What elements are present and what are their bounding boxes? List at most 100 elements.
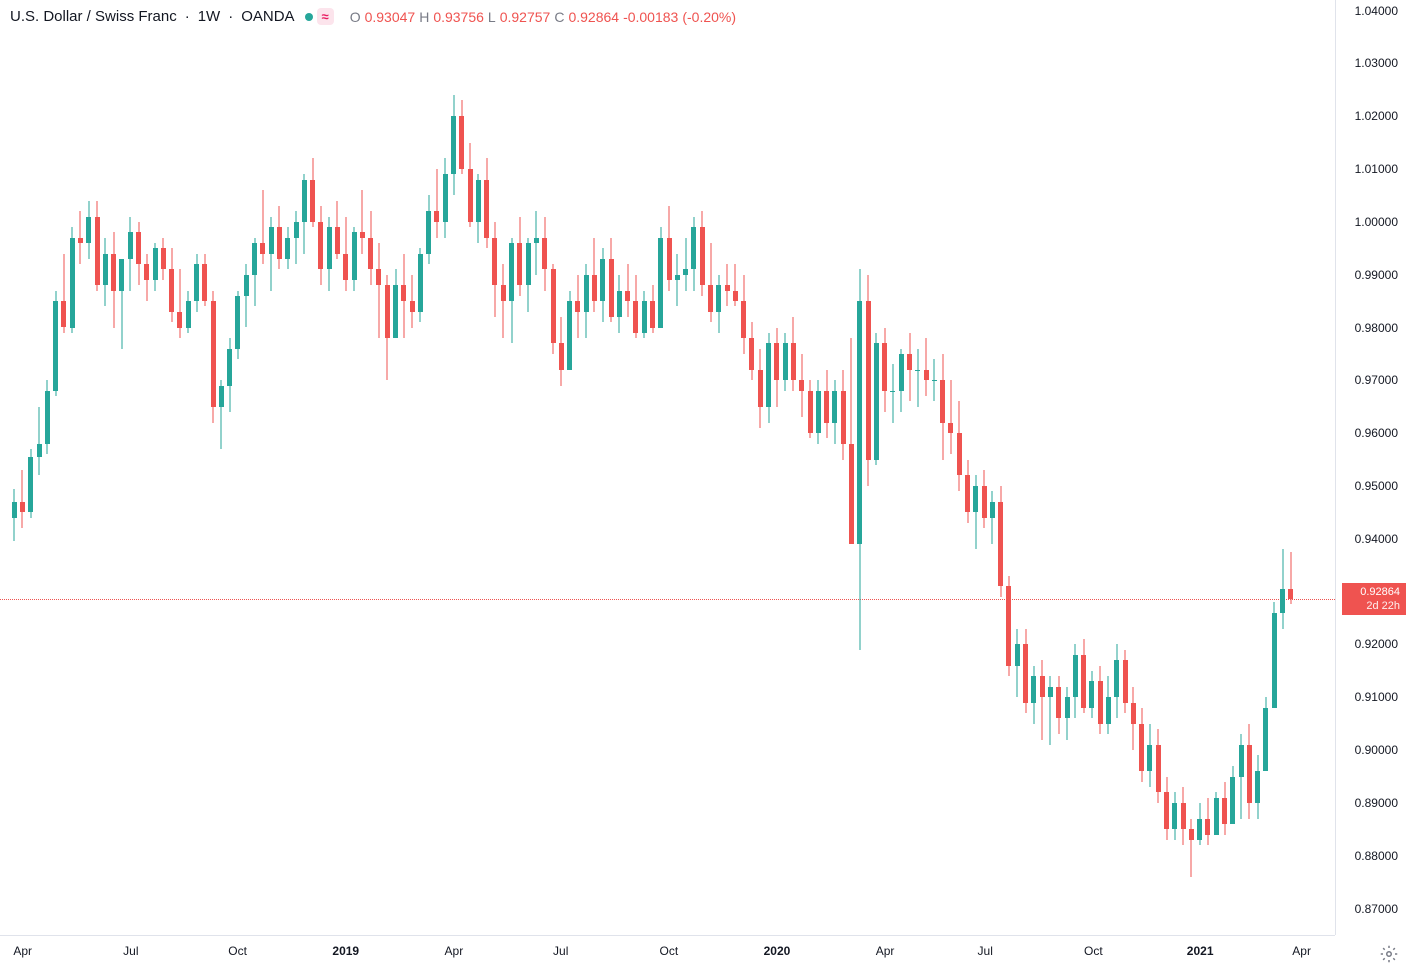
candle [20,470,25,528]
change-value: -0.00183 [623,9,678,25]
candle [874,333,879,465]
y-tick-label: 1.03000 [1355,56,1398,70]
candle [559,317,564,386]
chart-header: U.S. Dollar / Swiss Franc · 1W · OANDA ≈… [10,8,736,25]
candle [45,380,50,454]
candle [1239,734,1244,819]
y-tick-label: 1.01000 [1355,162,1398,176]
candle [1114,644,1119,718]
x-tick-label: Jul [123,944,138,958]
candle [575,275,580,338]
candle [534,211,539,274]
candlestick-chart[interactable] [0,0,1335,935]
candle [1263,697,1268,771]
y-tick-label: 0.89000 [1355,796,1398,810]
c-label: C [554,9,564,25]
candle [1181,787,1186,845]
candle [368,211,373,285]
price-axis[interactable]: 1.040001.030001.020001.010001.000000.990… [1335,0,1406,935]
candle [1031,666,1036,724]
candle [625,264,630,317]
x-tick-label: Apr [445,944,464,958]
candle [517,217,522,296]
candle [492,222,497,317]
x-tick-label: Jul [553,944,568,958]
candle [890,364,895,422]
y-tick-label: 0.92000 [1355,637,1398,651]
candle [683,238,688,291]
x-tick-label: Apr [876,944,895,958]
ohlc-display: O0.93047 H0.93756 L0.92757 C0.92864 -0.0… [350,9,736,25]
y-tick-label: 0.94000 [1355,532,1398,546]
x-tick-label: Apr [1292,944,1311,958]
time-axis[interactable]: AprJulOct2019AprJulOct2020AprJulOct2021A… [0,935,1335,971]
chart-container: U.S. Dollar / Swiss Franc · 1W · OANDA ≈… [0,0,1406,971]
y-tick-label: 0.97000 [1355,373,1398,387]
candle [526,238,531,312]
candle [1123,650,1128,713]
candle [53,291,58,397]
candle [186,291,191,333]
candle [111,232,116,327]
candle [401,254,406,339]
candle [1073,644,1078,718]
candle [609,238,614,323]
candle [277,206,282,269]
change-pct: (-0.20%) [682,9,736,25]
symbol-name[interactable]: U.S. Dollar / Swiss Franc [10,8,177,25]
candle [501,264,506,338]
candle [260,190,265,264]
candle [95,201,100,291]
candle [426,195,431,264]
candle [103,238,108,307]
candle [584,264,589,338]
candle [310,158,315,227]
candle [915,349,920,407]
y-tick-label: 0.96000 [1355,426,1398,440]
candle [567,291,572,370]
candle [37,407,42,476]
candle [128,217,133,291]
x-tick-label: 2020 [764,944,791,958]
y-tick-label: 0.95000 [1355,479,1398,493]
approx-badge-icon: ≈ [317,8,334,25]
candle [343,217,348,291]
c-value: 0.92864 [568,9,619,25]
candle [1098,666,1103,735]
candle [1023,629,1028,714]
candle [675,254,680,307]
interval[interactable]: 1W [198,8,221,25]
candle [1147,724,1152,787]
candle [799,354,804,417]
candle [86,201,91,259]
candle [1222,782,1227,835]
l-value: 0.92757 [500,9,551,25]
candle [700,211,705,296]
candle [385,275,390,381]
candle [443,158,448,237]
candle [1056,676,1061,734]
candle [1139,708,1144,782]
candle [153,243,158,291]
candle [219,380,224,449]
candle [1255,755,1260,818]
status-indicators: ≈ [305,8,334,25]
candle [716,275,721,333]
candle [849,338,854,544]
candle [302,174,307,253]
candle [410,275,415,328]
market-open-dot-icon [305,13,313,21]
candle [1272,602,1277,708]
candle [252,238,257,307]
candle [327,217,332,291]
candle [824,370,829,439]
candle [982,470,987,528]
gear-icon[interactable] [1380,945,1398,963]
candle [1065,687,1070,740]
provider[interactable]: OANDA [241,8,294,25]
x-tick-label: Apr [13,944,32,958]
candle [161,238,166,280]
candle [1089,671,1094,719]
candle [1081,639,1086,713]
candle [318,206,323,285]
